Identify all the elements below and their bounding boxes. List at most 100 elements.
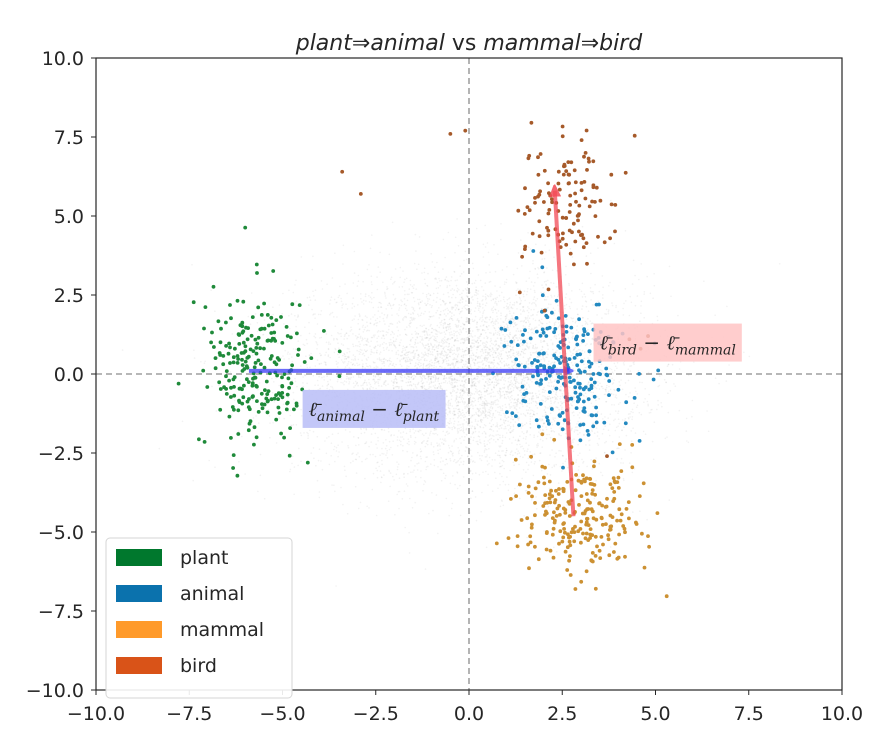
background-point (472, 439, 475, 442)
background-point (483, 412, 486, 415)
background-point (467, 404, 470, 406)
background-point (457, 301, 459, 304)
background-point (564, 460, 567, 463)
background-point (500, 342, 502, 344)
background-point (488, 442, 491, 444)
background-point (667, 363, 670, 366)
background-point (455, 398, 458, 401)
background-point (429, 353, 432, 356)
background-point (393, 343, 395, 346)
background-point (430, 430, 432, 433)
background-point (506, 393, 508, 396)
background-point (405, 346, 408, 348)
background-point (429, 294, 432, 297)
background-point (346, 308, 349, 310)
background-point (434, 339, 437, 342)
background-point (479, 397, 482, 399)
background-point (473, 294, 476, 296)
background-point (511, 416, 513, 418)
background-point (430, 377, 433, 380)
background-point (530, 364, 532, 367)
background-point (291, 356, 293, 358)
background-point (181, 420, 184, 423)
background-point (574, 346, 577, 349)
background-point (514, 375, 516, 378)
background-point (427, 353, 430, 355)
background-point (494, 323, 497, 325)
background-point (558, 355, 560, 358)
background-point (480, 333, 482, 336)
background-point (464, 375, 466, 378)
background-point (494, 376, 497, 378)
background-point (319, 337, 321, 339)
background-point (445, 327, 448, 330)
background-point (543, 530, 545, 532)
background-point (634, 387, 636, 389)
background-point (457, 404, 459, 407)
background-point (570, 404, 573, 407)
background-point (467, 395, 470, 397)
background-point (485, 389, 488, 391)
background-point (523, 389, 525, 392)
background-point (434, 427, 436, 430)
background-point (597, 384, 599, 387)
background-point (457, 320, 460, 322)
background-point (351, 453, 353, 455)
background-point (512, 428, 515, 431)
background-point (424, 282, 427, 285)
background-point (372, 306, 375, 309)
background-point (558, 408, 560, 411)
background-point (525, 321, 527, 324)
background-point (500, 465, 502, 468)
background-point (529, 323, 531, 326)
background-point (471, 342, 474, 345)
background-point (562, 462, 564, 465)
background-point (595, 457, 597, 459)
background-point (463, 386, 466, 389)
background-point (506, 340, 509, 343)
background-point (469, 470, 472, 473)
background-point (436, 261, 438, 264)
background-point (463, 390, 466, 392)
background-point (366, 337, 369, 340)
background-point (458, 321, 460, 324)
background-point (598, 437, 600, 440)
background-point (416, 327, 418, 329)
background-point (503, 283, 506, 286)
background-point (495, 477, 497, 480)
background-point (540, 291, 542, 294)
background-point (493, 386, 495, 389)
background-point (475, 440, 478, 443)
background-point (509, 345, 512, 348)
background-point (336, 338, 339, 341)
background-point (507, 416, 510, 418)
background-point (470, 384, 472, 387)
background-point (480, 393, 483, 396)
background-point (470, 345, 472, 347)
background-point (487, 374, 489, 377)
background-point (520, 374, 522, 377)
background-point (387, 383, 389, 386)
background-point (411, 336, 414, 339)
background-point (569, 247, 572, 250)
background-point (504, 377, 506, 379)
background-point (317, 459, 320, 462)
background-point (263, 497, 266, 500)
background-point (382, 330, 385, 333)
background-point (542, 340, 544, 343)
background-point (356, 349, 359, 352)
background-point (591, 468, 593, 470)
background-point (398, 387, 400, 390)
background-point (477, 451, 479, 454)
background-point (479, 305, 482, 308)
background-point (535, 243, 537, 246)
background-point (381, 428, 383, 431)
background-point (392, 388, 395, 390)
background-point (572, 396, 575, 399)
background-point (420, 352, 423, 354)
background-point (405, 315, 407, 318)
background-point (329, 343, 332, 345)
background-point (238, 461, 240, 463)
background-point (474, 387, 477, 390)
background-point (494, 416, 496, 419)
